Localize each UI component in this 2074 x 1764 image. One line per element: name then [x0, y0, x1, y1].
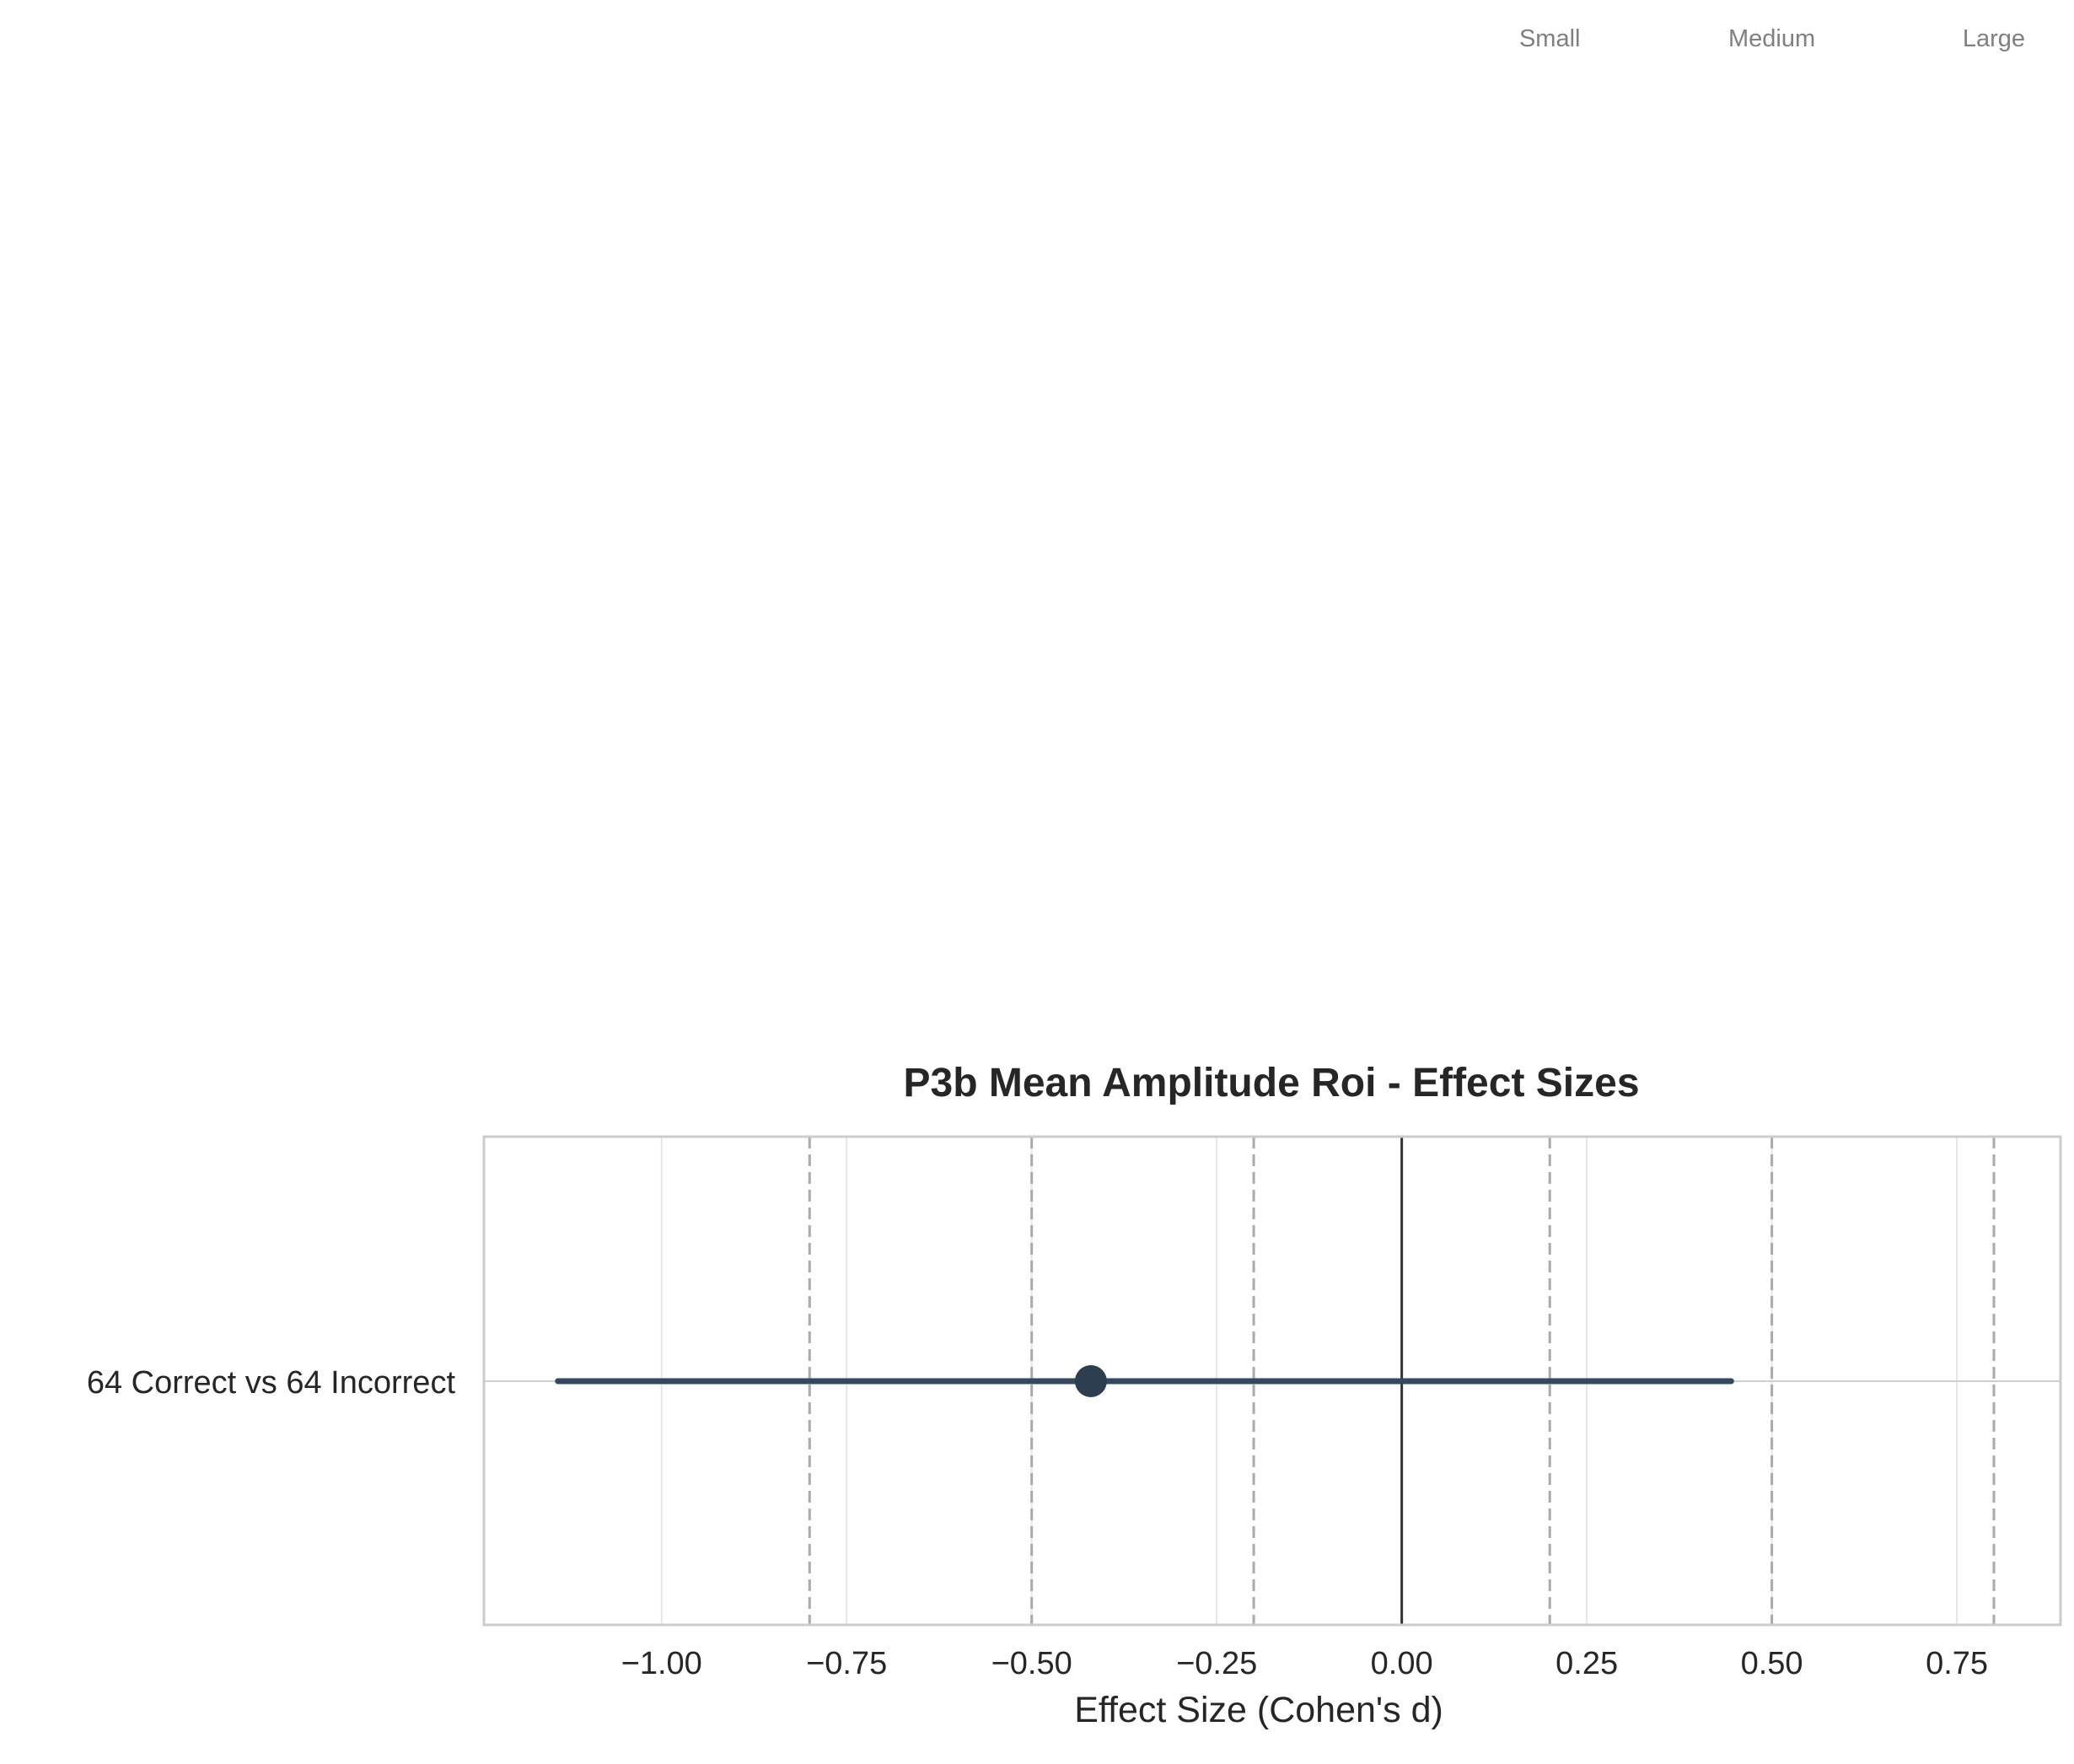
data-marks — [555, 1365, 1734, 1397]
x-tick-label: 0.25 — [1556, 1646, 1618, 1681]
threshold-label: Small — [1519, 25, 1581, 52]
x-tick-label: 0.00 — [1371, 1646, 1433, 1681]
x-tick-label: 0.50 — [1741, 1646, 1803, 1681]
x-tick-label: −1.00 — [621, 1646, 702, 1681]
x-tick-label: −0.50 — [991, 1646, 1072, 1681]
threshold-lines — [808, 1137, 1996, 1625]
comparison-label: 64 Correct vs 64 Incorrect — [87, 1365, 456, 1401]
plot-frame — [482, 1135, 2062, 1627]
threshold-label: Large — [1963, 25, 2025, 52]
y-tick-labels: 64 Correct vs 64 Incorrect — [87, 1365, 456, 1401]
x-tick-label: 0.75 — [1926, 1646, 1988, 1681]
axes-frame — [482, 1135, 2062, 1627]
threshold-labels: Small Medium Large — [1519, 25, 2025, 52]
x-tick-label: −0.25 — [1176, 1646, 1257, 1681]
x-tick-labels: −1.00 −0.75 −0.50 −0.25 0.00 0.25 0.50 0.75 — [621, 1646, 1988, 1681]
chart-text: P3b Mean Amplitude Roi - Effect Sizes Ef… — [903, 1061, 1639, 1730]
effect-size-point — [1074, 1365, 1107, 1397]
x-axis-label: Effect Size (Cohen's d) — [1074, 1690, 1443, 1730]
threshold-label: Medium — [1728, 25, 1815, 52]
x-tick-label: −0.75 — [806, 1646, 887, 1681]
chart-title: P3b Mean Amplitude Roi - Effect Sizes — [903, 1061, 1639, 1105]
